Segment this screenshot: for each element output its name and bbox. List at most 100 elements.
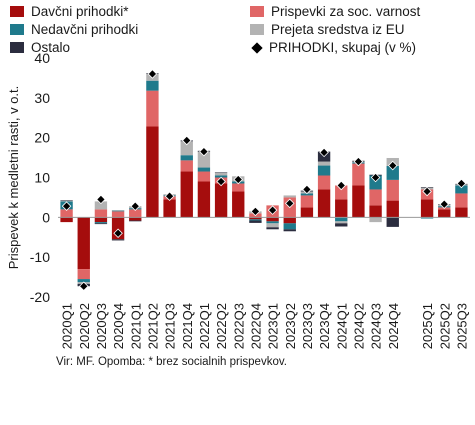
bar-segment-series-2-15 — [317, 165, 331, 176]
legend-item-total: PRIHODKI, skupaj (v %) — [250, 40, 416, 55]
total-marker-19 — [387, 160, 398, 171]
total-marker-10 — [233, 174, 244, 185]
bar-segment-series-1-23 — [455, 193, 468, 208]
legend-label: Prispevki za soc. varnost — [271, 4, 421, 19]
legend: Davčni prihodki* Prispevki za soc. varno… — [0, 0, 475, 60]
bar-segment-series-0-2 — [94, 217, 108, 223]
total-marker-22 — [439, 199, 450, 209]
bar-segment-series-4-2 — [94, 223, 108, 225]
bar-segment-series-1-2 — [94, 209, 108, 218]
bar-segment-series-1-17 — [352, 163, 365, 186]
bar-segment-series-1-4 — [129, 209, 142, 218]
bar-segment-series-3-7 — [180, 141, 193, 156]
x-tick-label: 2021Q2 — [145, 303, 160, 349]
bar-segment-series-2-21 — [420, 217, 434, 219]
legend-swatch — [250, 6, 264, 17]
bar-segment-series-0-21 — [420, 199, 434, 218]
y-axis-title: Prispevek k medletni rasti, v o.t. — [6, 86, 21, 270]
legend-swatch — [10, 24, 24, 35]
x-tick-label: 2025Q1 — [420, 303, 435, 349]
legend-item-eu: Prejeta sredstva iz EU — [250, 22, 405, 37]
total-marker-2 — [96, 194, 106, 205]
footnote: Vir: MF. Opomba: * brez socialnih prispe… — [56, 356, 287, 368]
x-tick-label: 2023Q4 — [317, 303, 332, 349]
bar-segment-series-0-13 — [283, 217, 296, 224]
y-tick-label: -10 — [30, 249, 50, 265]
bar-segment-series-0-11 — [249, 217, 262, 220]
legend-label: Prejeta sredstva iz EU — [271, 22, 405, 37]
bar-segment-series-2-9 — [214, 175, 228, 178]
bar-segment-series-1-18 — [369, 189, 382, 206]
bar-segment-series-2-3 — [111, 210, 125, 212]
x-tick-label: 2022Q4 — [248, 303, 263, 349]
bar-segment-series-3-18 — [369, 217, 382, 223]
bar-segment-series-3-2 — [94, 201, 108, 210]
legend-label: Nedavčni prihodki — [31, 22, 139, 37]
bar-segment-series-0-17 — [352, 185, 365, 218]
bar-segment-series-4-0 — [60, 200, 73, 201]
bar-segment-series-3-12 — [266, 223, 279, 228]
y-tick-label: -20 — [30, 289, 50, 305]
x-tick-label: 2025Q2 — [437, 303, 452, 349]
y-tick-label: 30 — [34, 90, 50, 106]
total-marker-9 — [216, 176, 226, 187]
x-tick-label: 2020Q4 — [111, 303, 126, 349]
bar-segment-series-2-19 — [386, 165, 399, 180]
bar-segment-series-0-19 — [386, 200, 399, 218]
bar-segment-series-0-12 — [266, 217, 279, 222]
bar-segment-series-4-19 — [386, 217, 399, 227]
x-tick-label: 2021Q1 — [128, 303, 143, 349]
bar-segment-series-4-3 — [111, 239, 125, 241]
bar-segment-series-1-7 — [180, 160, 193, 172]
bar-segment-series-1-1 — [77, 269, 90, 280]
bar-segment-series-0-16 — [335, 199, 348, 218]
bar-segment-series-0-9 — [214, 183, 228, 218]
bar-segment-series-0-1 — [77, 217, 90, 270]
total-marker-11 — [250, 206, 261, 217]
bar-segment-series-4-12 — [266, 227, 279, 230]
x-tick-label: 2024Q4 — [386, 303, 401, 349]
bar-segment-series-1-8 — [197, 171, 211, 182]
bar-segment-series-2-13 — [283, 223, 296, 230]
bar-segment-series-4-16 — [335, 223, 348, 227]
bar-segment-series-2-11 — [249, 219, 262, 221]
total-marker-14 — [302, 184, 312, 195]
legend-swatch — [250, 24, 264, 35]
total-marker-7 — [181, 135, 192, 146]
bar-segment-series-1-19 — [386, 179, 399, 201]
bar-segment-series-4-11 — [249, 220, 262, 223]
total-marker-12 — [267, 205, 278, 215]
bar-segment-series-3-9 — [214, 172, 228, 176]
bar-segment-series-0-4 — [129, 217, 142, 221]
bar-segment-series-2-1 — [77, 279, 90, 283]
total-marker-4 — [130, 201, 141, 211]
bar-segment-series-2-8 — [197, 167, 211, 172]
x-tick-label: 2024Q2 — [351, 303, 366, 349]
bar-segment-series-0-7 — [180, 171, 193, 218]
bar-segment-series-2-7 — [180, 155, 193, 161]
axes-layer: -20 -10 0 10 20 30 40 Prispevek k medletni rast… — [6, 50, 470, 349]
bar-segment-series-1-15 — [317, 175, 331, 190]
bar-segment-series-0-22 — [438, 209, 451, 218]
total-marker-17 — [353, 156, 364, 167]
bar-segment-series-3-16 — [335, 221, 348, 224]
total-marker-18 — [370, 172, 381, 183]
x-tick-label: 2023Q1 — [266, 303, 281, 349]
bar-segment-series-3-13 — [283, 195, 296, 198]
total-marker-0 — [61, 201, 72, 211]
total-marker-16 — [336, 180, 347, 191]
x-tick-label: 2021Q3 — [163, 303, 178, 349]
total-marker-21 — [422, 186, 432, 197]
total-marker-6 — [164, 191, 175, 201]
bar-segment-series-2-14 — [300, 193, 314, 196]
legend-label: PRIHODKI, skupaj (v %) — [269, 40, 417, 55]
bar-segment-series-0-10 — [232, 191, 245, 218]
bar-segment-series-0-23 — [455, 207, 468, 218]
bar-segment-series-2-12 — [266, 221, 279, 224]
total-marker-3 — [113, 228, 123, 239]
bar-segment-series-2-2 — [94, 222, 108, 224]
y-tick-label: 40 — [34, 50, 50, 66]
bar-segment-series-0-5 — [146, 126, 159, 218]
total-marker-8 — [199, 146, 209, 157]
